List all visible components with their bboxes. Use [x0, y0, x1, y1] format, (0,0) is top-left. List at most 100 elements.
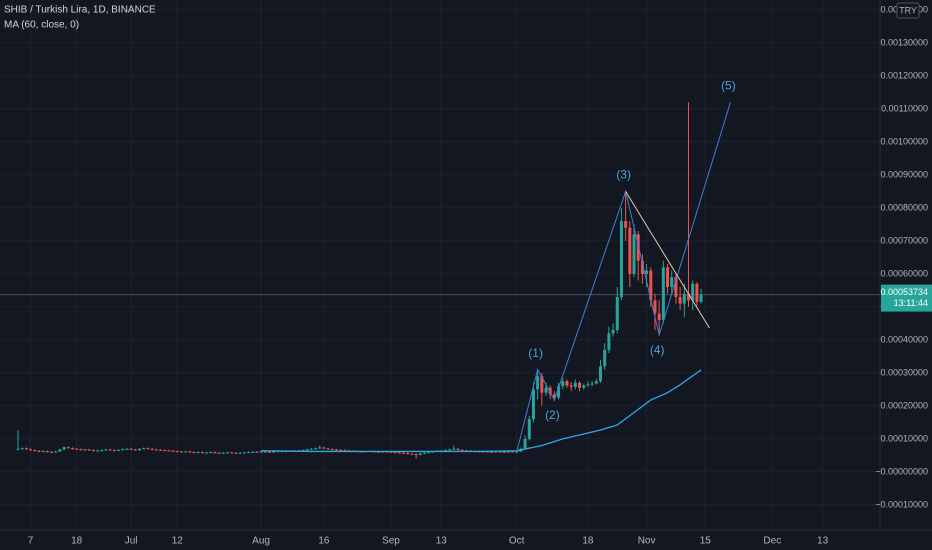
candle-body — [305, 449, 309, 451]
candle-body — [645, 270, 649, 274]
candle-body — [62, 447, 66, 450]
candle-body — [389, 451, 393, 453]
candle-body — [682, 293, 686, 304]
candle-body — [66, 447, 70, 449]
x-tick-label: 16 — [318, 536, 330, 547]
candle-body — [150, 448, 154, 450]
wave-label: (3) — [616, 168, 631, 182]
candle-body — [70, 448, 74, 450]
candle-body — [209, 452, 213, 454]
candle-body — [142, 448, 146, 450]
candle-body — [506, 451, 510, 453]
candle-body — [238, 452, 242, 454]
candle-body — [674, 277, 678, 298]
wave-label: (1) — [528, 346, 543, 360]
candle-body — [309, 448, 313, 450]
last-price-label: 0.00053734 — [880, 287, 928, 297]
candle-body — [649, 270, 653, 301]
candle-body — [96, 450, 100, 452]
candle-body — [188, 451, 192, 453]
candle-body — [339, 449, 343, 451]
candle-body — [653, 300, 657, 314]
candle-body — [544, 387, 548, 393]
y-tick-label: 0.00100000 — [880, 136, 928, 146]
candle-body — [50, 451, 54, 453]
candle-body — [565, 381, 569, 386]
candle-body — [611, 330, 615, 334]
candle-body — [154, 449, 158, 451]
candle-body — [318, 447, 322, 449]
candle-body — [498, 451, 502, 453]
candle-body — [200, 452, 204, 454]
candle-body — [242, 452, 246, 454]
y-tick-label: 0.00080000 — [880, 202, 928, 212]
candle-body — [699, 294, 703, 302]
y-tick-label: 0.00130000 — [880, 37, 928, 47]
candle-body — [406, 453, 410, 455]
candle-body — [670, 277, 674, 288]
currency-badge[interactable]: TRY — [899, 5, 917, 15]
indicator-label: MA (60, close, 0) — [4, 20, 79, 31]
x-tick-label: 13 — [436, 536, 448, 547]
candle-body — [129, 448, 133, 450]
candle-body — [448, 449, 452, 451]
x-tick-label: Nov — [638, 536, 656, 547]
y-tick-label: 0.00060000 — [880, 268, 928, 278]
candle-body — [251, 451, 255, 453]
candle-body — [16, 448, 20, 450]
chart-title: SHIB / Turkish Lira, 1D, BINANCE — [4, 5, 156, 16]
last-price-tag — [881, 284, 932, 312]
x-tick-label: 13 — [817, 536, 829, 547]
candle-body — [561, 381, 565, 387]
candle-body — [523, 438, 527, 449]
candle-body — [598, 366, 602, 382]
candle-body — [548, 387, 552, 395]
currency-badge-box[interactable] — [896, 2, 920, 19]
candle-body — [691, 283, 695, 301]
candle-body — [138, 448, 142, 451]
candle-body — [196, 452, 200, 454]
x-tick-label: Aug — [252, 536, 270, 547]
candle-body — [334, 449, 338, 451]
y-tick-label: 0.00020000 — [880, 400, 928, 410]
wave-label: (2) — [545, 408, 560, 422]
candle-body — [322, 447, 326, 449]
candle-body — [263, 451, 267, 453]
candle-body — [121, 449, 125, 451]
candle-body — [100, 450, 104, 452]
candle-body — [494, 451, 498, 453]
candle-body — [343, 450, 347, 452]
candle-body — [376, 451, 380, 453]
candle-body — [226, 452, 230, 454]
candle-body — [531, 389, 535, 420]
wave-label: (4) — [650, 343, 665, 357]
candle-body — [632, 234, 636, 274]
candle-body — [527, 419, 531, 439]
x-tick-label: 7 — [28, 536, 34, 547]
x-tick-label: 18 — [582, 536, 594, 547]
candle-body — [443, 450, 447, 452]
x-tick-label: Dec — [763, 536, 781, 547]
candle-body — [661, 267, 665, 321]
candle-body — [272, 451, 276, 453]
candle-body — [422, 452, 426, 454]
candle-body — [657, 313, 661, 321]
y-tick-label: 0.00120000 — [880, 70, 928, 80]
x-tick-label: Jul — [125, 536, 138, 547]
candle-body — [490, 451, 494, 453]
candle-body — [24, 448, 28, 450]
candle-body — [117, 449, 121, 451]
candle-body — [255, 451, 259, 453]
candle-body — [594, 381, 598, 384]
candle-body — [540, 376, 544, 393]
candle-body — [267, 451, 271, 453]
candle-body — [79, 449, 83, 451]
candle-body — [314, 448, 318, 450]
candle-body — [330, 449, 334, 451]
candle-body — [397, 452, 401, 454]
y-tick-label: 0.00010000 — [880, 433, 928, 443]
candle-body — [615, 297, 619, 331]
